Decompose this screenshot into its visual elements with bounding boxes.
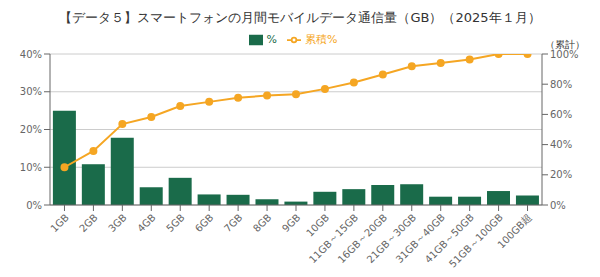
svg-text:4GB: 4GB [135,212,158,235]
svg-text:10GB: 10GB [304,212,331,239]
svg-text:5GB: 5GB [164,212,187,235]
svg-text:40%: 40% [20,49,42,60]
svg-text:20%: 20% [550,169,572,180]
svg-text:20%: 20% [20,124,42,135]
svg-text:0%: 0% [26,200,42,211]
svg-text:10%: 10% [20,162,42,173]
svg-text:9GB: 9GB [280,212,303,235]
html-text:累積%: 累積% [305,33,338,46]
svg-text:1GB: 1GB [48,212,71,235]
svg-text:11GB～15GB: 11GB～15GB [307,212,361,266]
svg-text:8GB: 8GB [251,212,274,235]
svg-text:100GB超: 100GB超 [495,212,534,251]
svg-text:31GB～40GB: 31GB～40GB [394,212,448,266]
svg-text:21GB～30GB: 21GB～30GB [365,212,419,266]
svg-text:40%: 40% [550,139,572,150]
svg-text:（累計）: （累計） [545,39,585,50]
svg-text:60%: 60% [550,109,572,120]
html-text:【データ５】スマートフォンの月間モバイルデータ通信量（GB）: 【データ５】スマートフォンの月間モバイルデータ通信量（GB）（2025年１月） [59,10,541,25]
svg-text:6GB: 6GB [193,212,216,235]
svg-text:0%: 0% [550,200,566,211]
svg-text:80%: 80% [550,79,572,90]
svg-text:7GB: 7GB [222,212,245,235]
svg-text:2GB: 2GB [77,212,100,235]
svg-text:16GB～20GB: 16GB～20GB [336,212,390,266]
svg-text:41GB～50GB: 41GB～50GB [423,212,477,266]
svg-text:30%: 30% [20,86,42,97]
svg-text:100%: 100% [550,49,579,60]
svg-text:3GB: 3GB [106,212,129,235]
